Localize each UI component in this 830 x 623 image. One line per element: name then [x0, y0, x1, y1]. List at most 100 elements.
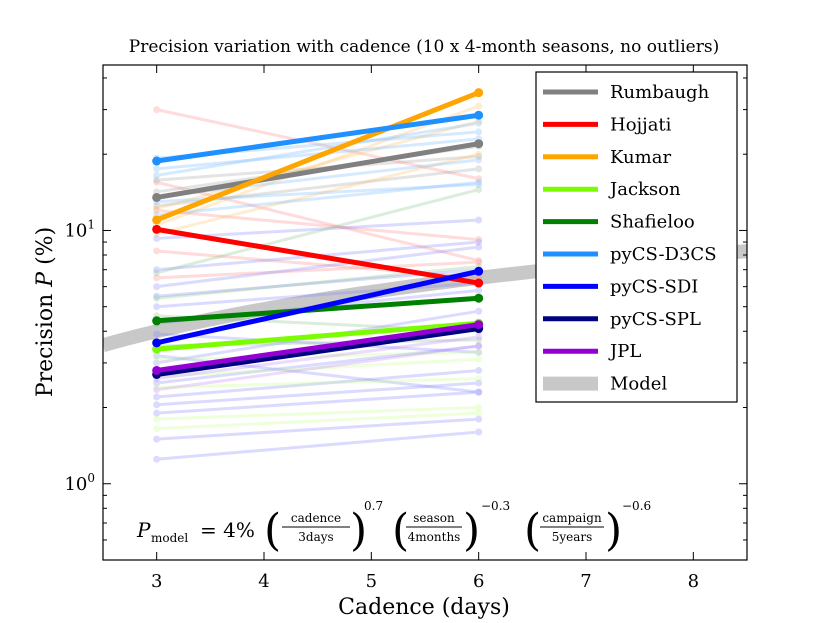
- faint-line-point: [475, 333, 483, 341]
- faint-line-point: [475, 165, 483, 173]
- faint-line-point: [475, 342, 483, 350]
- faint-line-segment: [156, 152, 480, 236]
- faint-line-segment: [156, 180, 479, 217]
- faint-line-point: [153, 106, 161, 114]
- series-line-hojjati: [156, 226, 480, 286]
- faint-line-point: [475, 186, 483, 194]
- faint-line-point: [153, 330, 161, 338]
- legend-label-kumar: Kumar: [610, 147, 671, 168]
- faint-line-point: [153, 283, 161, 291]
- formula-frac3-den: 5years: [552, 530, 593, 544]
- x-tick-label: 6: [473, 571, 484, 592]
- faint-line-point: [475, 375, 483, 383]
- faint-line-38: [153, 375, 483, 391]
- x-tick-label: 7: [580, 571, 591, 592]
- formula-paren-close-2: ): [463, 505, 480, 556]
- faint-line-29: [153, 428, 483, 463]
- faint-line-1: [153, 178, 483, 265]
- faint-line-segment: [156, 417, 479, 441]
- faint-line-2: [153, 206, 483, 244]
- faint-line-segment: [156, 180, 480, 263]
- faint-line-point: [475, 102, 483, 110]
- faint-line-segment: [156, 411, 479, 431]
- faint-line-point: [475, 216, 483, 224]
- legend-label-model: Model: [610, 374, 667, 395]
- formula-lhs-subscript: model: [151, 531, 188, 545]
- faint-line-point: [475, 379, 483, 387]
- formula-lhs-symbol: P: [136, 518, 151, 542]
- formula-frac2-num: season: [413, 511, 455, 525]
- legend-label-jpl: JPL: [608, 341, 641, 362]
- faint-line-point: [153, 409, 161, 417]
- faint-line-point: [153, 393, 161, 401]
- faint-line-point: [153, 206, 161, 214]
- x-tick-label: 4: [258, 571, 269, 592]
- faint-line-segment: [156, 281, 479, 309]
- faint-line-segment: [156, 390, 479, 415]
- series-point-pycs-d3cs: [474, 110, 484, 120]
- faint-line-31: [153, 330, 483, 356]
- faint-line-point: [153, 294, 161, 302]
- faint-line-point: [153, 165, 161, 173]
- faint-line-point: [475, 236, 483, 244]
- faint-line-point: [475, 404, 483, 412]
- series-point-rumbaugh: [152, 192, 162, 202]
- formula-exp1: 0.7: [364, 499, 383, 513]
- series-point-kumar: [152, 215, 162, 225]
- faint-line-point: [475, 342, 483, 350]
- legend-box: [535, 71, 738, 403]
- legend-label-rumbaugh: Rumbaugh: [610, 82, 710, 103]
- y-axis-label-unit: (%): [33, 227, 58, 265]
- series-point-pycs-sdi: [474, 266, 484, 276]
- faint-line-segment: [156, 350, 479, 361]
- faint-line-segment: [156, 104, 480, 227]
- faint-line-point: [153, 359, 161, 367]
- faint-line-segment: [156, 406, 479, 421]
- faint-line-28: [153, 415, 483, 443]
- plot-frame: [102, 64, 748, 561]
- series-point-hojjati: [152, 224, 162, 234]
- faint-line-point: [475, 152, 483, 160]
- svg-text:Precision P (%): Precision P (%): [33, 227, 58, 397]
- y-axis-ticks: 100 101: [64, 77, 747, 561]
- faint-line-point: [475, 286, 483, 294]
- faint-line-point: [475, 428, 483, 436]
- legend-label-pycs-d3cs: pyCS-D3CS: [610, 244, 717, 265]
- faint-line-point: [475, 238, 483, 246]
- faint-line-point: [475, 366, 483, 374]
- faint-line-32: [153, 186, 483, 277]
- faint-line-point: [153, 205, 161, 213]
- faint-line-42: [153, 342, 483, 394]
- faint-line-point: [475, 175, 483, 183]
- faint-line-segment: [156, 108, 479, 181]
- faint-line-segment: [156, 121, 479, 177]
- faint-line-point: [475, 388, 483, 396]
- faint-line-point: [475, 336, 483, 344]
- series-point-pycs-sdi: [152, 338, 162, 348]
- x-tick-label: 3: [151, 571, 162, 592]
- faint-line-point: [475, 409, 483, 417]
- faint-line-point: [153, 269, 161, 277]
- faint-line-point: [475, 117, 483, 125]
- faint-line-point: [153, 234, 161, 242]
- faint-line-0: [153, 106, 483, 183]
- faint-line-point: [153, 379, 161, 387]
- faint-line-24: [153, 342, 483, 387]
- faint-line-point: [475, 415, 483, 423]
- faint-line-point: [153, 303, 161, 311]
- faint-line-point: [475, 388, 483, 396]
- y-axis-label-prefix: Precision: [33, 294, 58, 397]
- faint-line-point: [153, 455, 161, 463]
- faint-line-point: [153, 425, 161, 433]
- faint-line-segment: [156, 377, 479, 389]
- legend: Rumbaugh Hojjati Kumar Jackson Shafieloo pyCS…: [535, 71, 738, 403]
- formula-paren-open-2: (: [392, 505, 409, 556]
- series-point-jpl: [474, 320, 484, 330]
- faint-line-point: [153, 202, 161, 210]
- series-pycs-d3cs: [152, 110, 484, 166]
- x-tick-label: 5: [366, 571, 377, 592]
- faint-line-point: [153, 171, 161, 179]
- series-jpl: [152, 320, 484, 375]
- series-point-kumar: [474, 88, 484, 98]
